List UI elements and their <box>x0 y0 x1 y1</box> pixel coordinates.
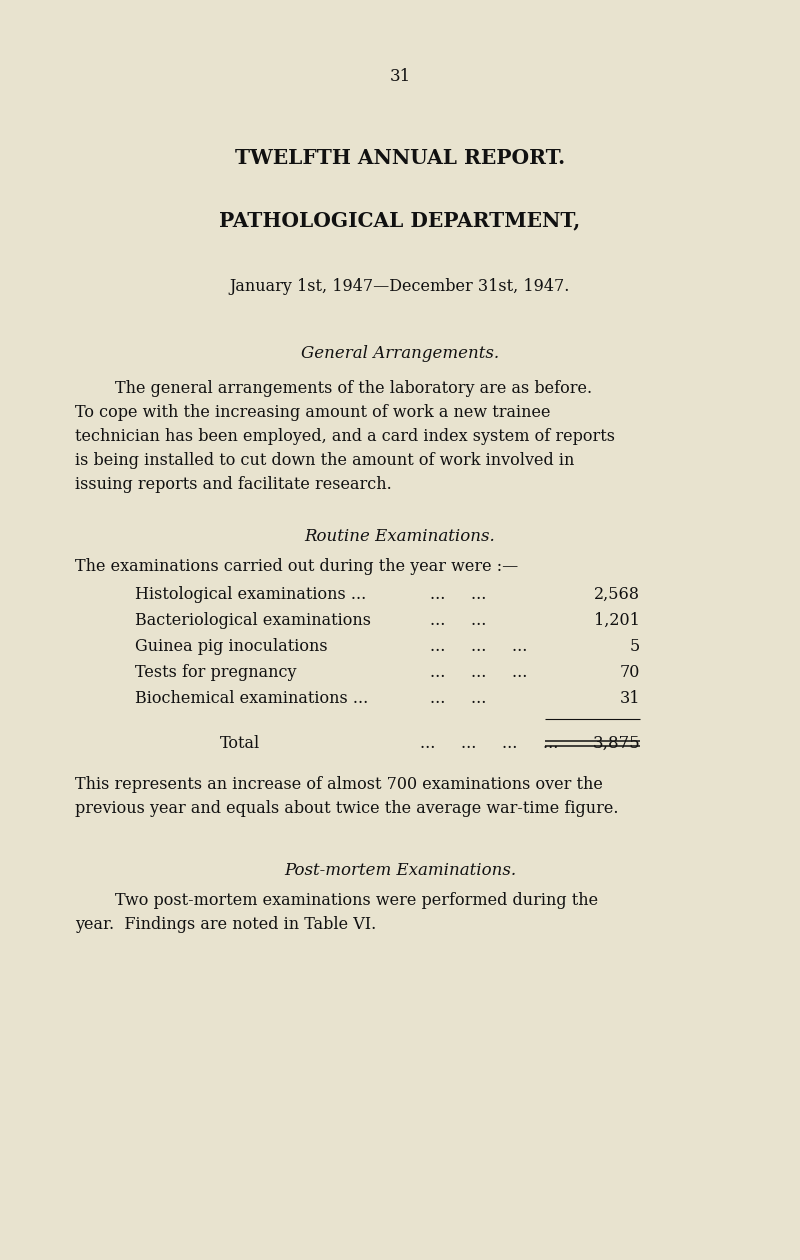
Text: The examinations carried out during the year were :—: The examinations carried out during the … <box>75 558 518 575</box>
Text: ...     ...     ...: ... ... ... <box>430 664 527 680</box>
Text: Guinea pig inoculations: Guinea pig inoculations <box>135 638 328 655</box>
Text: This represents an increase of almost 700 examinations over the: This represents an increase of almost 70… <box>75 776 603 793</box>
Text: 2,568: 2,568 <box>594 586 640 604</box>
Text: Tests for pregnancy: Tests for pregnancy <box>135 664 297 680</box>
Text: 31: 31 <box>390 68 410 84</box>
Text: 1,201: 1,201 <box>594 612 640 629</box>
Text: January 1st, 1947—December 31st, 1947.: January 1st, 1947—December 31st, 1947. <box>230 278 570 295</box>
Text: 31: 31 <box>619 690 640 707</box>
Text: ...     ...: ... ... <box>430 586 486 604</box>
Text: The general arrangements of the laboratory are as before.: The general arrangements of the laborato… <box>115 381 592 397</box>
Text: Biochemical examinations ...: Biochemical examinations ... <box>135 690 368 707</box>
Text: 3,875: 3,875 <box>592 735 640 752</box>
Text: technician has been employed, and a card index system of reports: technician has been employed, and a card… <box>75 428 615 445</box>
Text: To cope with the increasing amount of work a new trainee: To cope with the increasing amount of wo… <box>75 404 550 421</box>
Text: is being installed to cut down the amount of work involved in: is being installed to cut down the amoun… <box>75 452 574 469</box>
Text: Routine Examinations.: Routine Examinations. <box>305 528 495 546</box>
Text: TWELFTH ANNUAL REPORT.: TWELFTH ANNUAL REPORT. <box>235 147 565 168</box>
Text: General Arrangements.: General Arrangements. <box>301 345 499 362</box>
Text: 5: 5 <box>630 638 640 655</box>
Text: Total: Total <box>220 735 260 752</box>
Text: PATHOLOGICAL DEPARTMENT,: PATHOLOGICAL DEPARTMENT, <box>219 210 581 231</box>
Text: ...     ...: ... ... <box>430 690 486 707</box>
Text: year.  Findings are noted in Table VI.: year. Findings are noted in Table VI. <box>75 916 376 932</box>
Text: ...     ...     ...     ...: ... ... ... ... <box>420 735 558 752</box>
Text: ...     ...     ...: ... ... ... <box>430 638 527 655</box>
Text: Two post-mortem examinations were performed during the: Two post-mortem examinations were perfor… <box>115 892 598 908</box>
Text: Bacteriological examinations: Bacteriological examinations <box>135 612 371 629</box>
Text: previous year and equals about twice the average war-time figure.: previous year and equals about twice the… <box>75 800 618 816</box>
Text: Histological examinations ...: Histological examinations ... <box>135 586 366 604</box>
Text: Post-mortem Examinations.: Post-mortem Examinations. <box>284 862 516 879</box>
Text: ...     ...: ... ... <box>430 612 486 629</box>
Text: issuing reports and facilitate research.: issuing reports and facilitate research. <box>75 476 392 493</box>
Text: 70: 70 <box>620 664 640 680</box>
